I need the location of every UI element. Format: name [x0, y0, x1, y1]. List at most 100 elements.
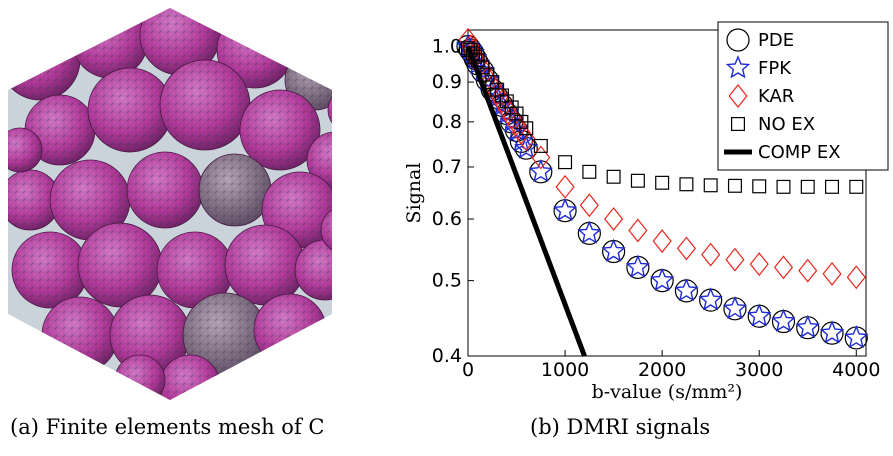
mesh-triangulation [225, 225, 305, 305]
legend-label: NO EX [758, 114, 815, 135]
data-point [533, 138, 548, 153]
data-point [655, 175, 670, 190]
data-point [676, 236, 696, 261]
legend-label: COMP EX [758, 142, 841, 163]
mesh-triangulation [72, 8, 148, 78]
mesh-triangulation [233, 368, 277, 400]
x-tick-label: 4000 [832, 359, 880, 381]
y-tick-label: 0.7 [432, 156, 462, 178]
data-point [727, 178, 742, 193]
legend-marker [731, 116, 746, 131]
series-comp-ex [465, 45, 587, 357]
data-point [555, 174, 575, 199]
data-point [679, 177, 694, 192]
mesh-triangulation [115, 355, 165, 400]
data-point [519, 121, 534, 136]
data-point [602, 239, 626, 264]
data-point [604, 207, 624, 231]
legend-marker [726, 28, 750, 52]
mesh-triangulation [8, 170, 60, 230]
mesh-triangulation [240, 90, 320, 170]
data-point [722, 295, 748, 320]
mesh-sphere [232, 367, 278, 400]
data-point [606, 169, 621, 184]
chart-series [455, 27, 869, 357]
data-point [703, 178, 718, 193]
legend-marker [725, 55, 751, 79]
data-point [630, 173, 645, 188]
mesh-triangulation [160, 355, 220, 400]
mesh-triangulation [295, 240, 332, 300]
data-point [625, 254, 651, 278]
finite-element-mesh-figure [8, 8, 332, 400]
data-point [825, 179, 840, 194]
data-point [577, 220, 602, 244]
data-point [582, 164, 597, 179]
legend-label: KAR [758, 86, 794, 107]
data-point [509, 106, 524, 121]
data-point [509, 128, 534, 152]
data-point [820, 321, 844, 345]
data-point [849, 179, 864, 194]
data-point [553, 199, 577, 223]
data-point [650, 269, 674, 293]
x-tick-label: 3000 [735, 359, 783, 381]
data-point [800, 179, 815, 194]
data-point [773, 255, 794, 280]
x-tick-label: 0 [462, 359, 474, 381]
data-point [699, 288, 723, 312]
data-point [844, 326, 868, 350]
mesh-triangulation [78, 223, 162, 307]
x-tick-label: 1000 [541, 359, 589, 381]
mesh-triangulation [328, 88, 332, 132]
y-axis-label: Signal [403, 163, 425, 224]
data-point [652, 229, 672, 254]
mesh-triangulation [50, 160, 130, 240]
chart-axes: 0 1000 2000 3000 4000 0.4 0.5 0.6 0.7 0.8 0.9 1.0 b-… [403, 29, 880, 403]
data-point [628, 218, 648, 243]
dmri-signal-chart: 0 1000 2000 3000 4000 0.4 0.5 0.6 0.7 0.8 0.9 1.0 b-… [403, 21, 889, 403]
legend-label: FPK [758, 58, 792, 79]
y-tick-label: 1.0 [432, 35, 462, 57]
mesh-triangulation [42, 297, 118, 373]
data-point [752, 179, 767, 194]
data-point [701, 242, 721, 267]
data-point [577, 221, 601, 246]
data-point [485, 75, 500, 90]
mesh-triangulation [127, 152, 203, 228]
mesh-sphere [327, 87, 332, 133]
data-point [749, 252, 769, 277]
data-point [725, 247, 745, 272]
y-tick-label: 0.4 [432, 345, 462, 367]
y-tick-label: 0.5 [432, 270, 462, 292]
data-point [798, 258, 818, 283]
data-point [795, 314, 820, 339]
caption-a-text: (a) Finite elements mesh of C [10, 415, 325, 439]
mesh-triangulation [25, 95, 95, 165]
series-no-ex [460, 41, 864, 194]
mesh-triangulation [88, 68, 172, 152]
data-point [516, 127, 536, 152]
data-point [844, 325, 869, 349]
data-point [822, 261, 842, 286]
data-point [771, 308, 796, 332]
mesh-triangulation [254, 294, 326, 366]
data-point [558, 155, 573, 170]
mesh-triangulation [12, 232, 88, 308]
data-point [649, 267, 675, 291]
data-point [819, 320, 845, 344]
mesh-hexagon [8, 8, 332, 400]
data-point [747, 304, 771, 328]
data-point [796, 316, 820, 340]
mesh-triangulation [321, 206, 332, 254]
data-point [528, 158, 554, 183]
data-point [698, 287, 723, 311]
mesh-triangulation [8, 128, 42, 172]
mesh-triangulation [8, 20, 80, 100]
caption-a: (a) Finite elements mesh of C [10, 415, 324, 439]
plot-frame [467, 29, 867, 357]
caption-b-text: (b) DMRI signals [530, 415, 711, 439]
data-point [846, 265, 866, 290]
mesh-triangulation [199, 154, 271, 226]
data-point [776, 179, 791, 194]
